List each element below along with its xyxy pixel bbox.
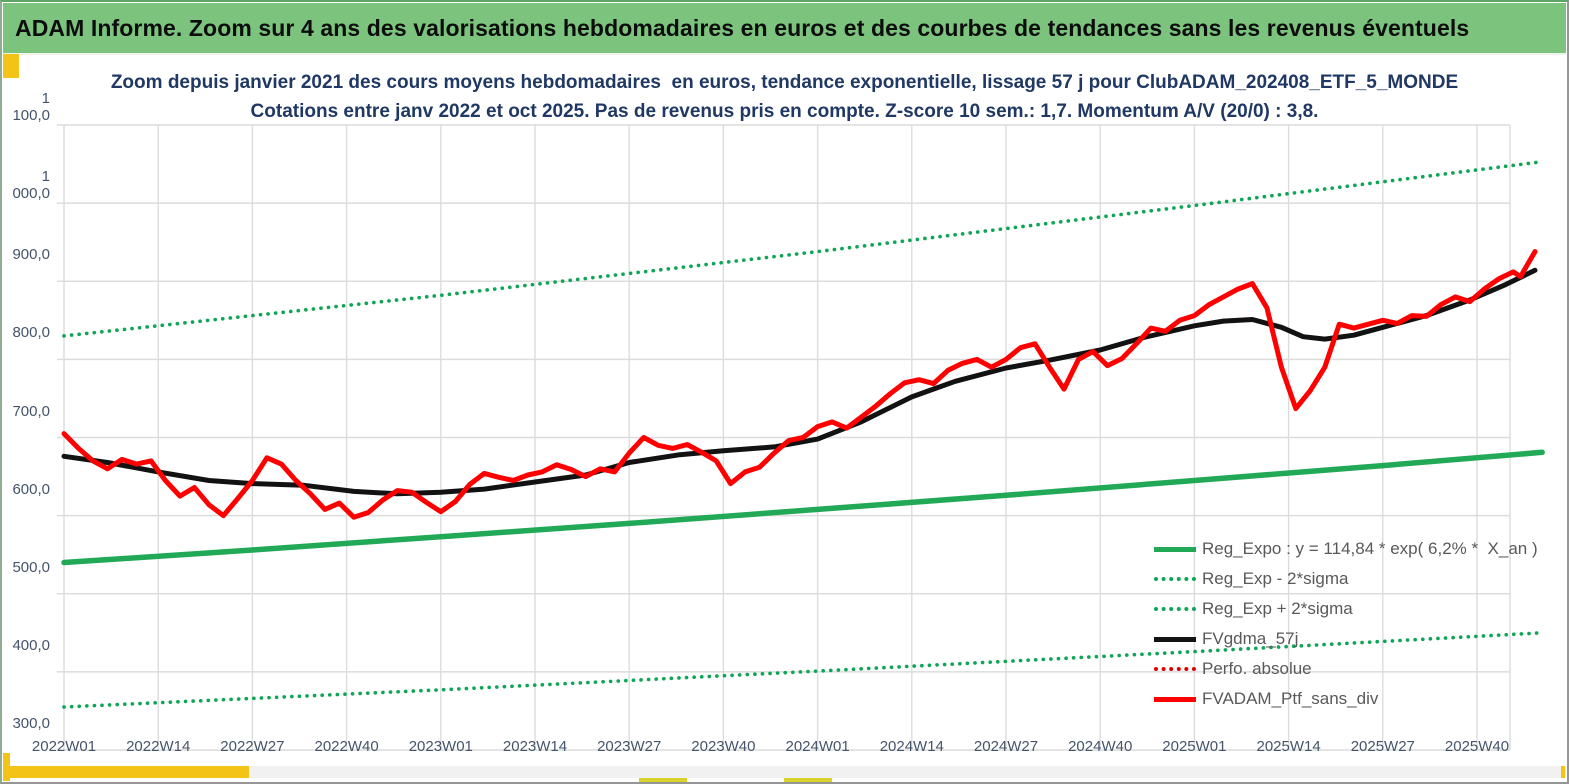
x-axis-tick-label: 2022W01: [31, 738, 97, 755]
legend-item-reg-expo[interactable]: Reg_Expo : y = 114,84 * exp( 6,2% * X_an…: [1154, 534, 1538, 564]
x-axis-tick-label: 2025W14: [1256, 738, 1321, 755]
legend-label: Reg_Exp - 2*sigma: [1202, 569, 1349, 588]
legend-label: Reg_Exp + 2*sigma: [1202, 599, 1353, 618]
chart-legend: Reg_Expo : y = 114,84 * exp( 6,2% * X_an…: [1154, 534, 1538, 714]
x-axis-tick-label: 2023W01: [408, 738, 473, 755]
x-axis-tick-label: 2025W01: [1162, 738, 1227, 755]
series-fvgdma-57j: [61, 267, 1538, 497]
legend-item-reg-exp-plus-2sigma[interactable]: Reg_Exp + 2*sigma: [1154, 594, 1534, 624]
y-axis-tick-label: 1 000,0: [12, 168, 50, 203]
legend-line-sample-perfo-absolue: [1154, 667, 1196, 671]
accent-olive-bar-2: [784, 778, 832, 782]
legend-label: Reg_Expo : y = 114,84 * exp( 6,2% * X_an…: [1202, 539, 1538, 558]
series-fvadam-ptf-sans-div: [61, 249, 1538, 520]
y-axis-tick-label: 400,0: [12, 636, 50, 654]
legend-line-sample-reg-expo: [1154, 546, 1196, 552]
accent-left-yellow-stub: [3, 753, 10, 781]
x-axis-tick-label: 2022W40: [314, 738, 379, 755]
y-axis-tick-label: 600,0: [12, 480, 50, 498]
legend-item-reg-exp-minus-2sigma[interactable]: Reg_Exp - 2*sigma: [1154, 564, 1534, 594]
series-reg-exp-plus-2sigma: [62, 159, 1544, 338]
legend-line-sample-reg-exp-minus-2sigma: [1154, 577, 1196, 581]
x-axis-tick-label: 2025W40: [1444, 738, 1510, 755]
chart-title-line1: Zoom depuis janvier 2021 des cours moyen…: [110, 72, 1459, 93]
x-axis-tick-label: 2024W40: [1068, 738, 1133, 755]
y-axis-tick-label: 700,0: [12, 402, 50, 420]
legend-line-sample-fvadam-ptf-sans-div: [1154, 696, 1196, 702]
legend-label: Perfo. absolue: [1202, 659, 1312, 678]
header-bar: ADAM Informe. Zoom sur 4 ans des valoris…: [3, 3, 1566, 55]
legend-item-fvadam-ptf-sans-div[interactable]: FVADAM_Ptf_sans_div: [1154, 684, 1534, 714]
legend-item-fvgdma-57j[interactable]: FVgdma_57j: [1154, 624, 1534, 654]
x-axis-tick-label: 2024W14: [879, 738, 944, 755]
accent-right-yellow-notch: [1561, 766, 1565, 778]
x-axis-tick-label: 2024W27: [973, 738, 1039, 755]
series-reg-expo: [61, 449, 1545, 566]
y-axis-tick-label: 1 100,0: [12, 90, 50, 124]
x-axis-tick-label: 2023W40: [691, 738, 756, 755]
y-axis-tick-label: 500,0: [12, 558, 50, 576]
x-axis-tick-label: 2023W14: [502, 738, 568, 755]
chart-area[interactable]: Zoom depuis janvier 2021 des cours moyen…: [2, 54, 1567, 782]
x-axis-tick-label: 2024W01: [785, 738, 850, 755]
y-axis-tick-label: 900,0: [12, 246, 50, 264]
legend-item-perfo-absolue[interactable]: Perfo. absolue: [1154, 654, 1534, 684]
chart-canvas: [57, 124, 1545, 751]
x-axis-tick-label: 2022W27: [220, 738, 285, 755]
accent-bottom-strip[interactable]: [3, 766, 1566, 778]
x-axis-tick-label: 2023W27: [597, 738, 662, 755]
x-axis-tick-label: 2022W14: [126, 738, 191, 755]
accent-olive-bar-1: [639, 778, 687, 782]
accent-bottom-yellow-bar[interactable]: [3, 766, 249, 778]
legend-line-sample-reg-exp-plus-2sigma: [1154, 607, 1196, 611]
accent-top-left-tab: [3, 54, 19, 78]
series-reg-exp-minus-2sigma: [62, 630, 1544, 709]
page-title: ADAM Informe. Zoom sur 4 ans des valoris…: [15, 14, 1470, 41]
y-axis-tick-label: 300,0: [12, 715, 50, 732]
legend-line-sample-fvgdma-57j: [1154, 636, 1196, 642]
legend-label: FVgdma_57j: [1202, 629, 1299, 648]
y-axis-tick-label: 800,0: [12, 324, 50, 342]
x-axis-tick-label: 2025W27: [1350, 738, 1415, 755]
chart-title-line2: Cotations entre janv 2022 et oct 2025. P…: [250, 101, 1319, 122]
legend-label: FVADAM_Ptf_sans_div: [1202, 689, 1379, 708]
